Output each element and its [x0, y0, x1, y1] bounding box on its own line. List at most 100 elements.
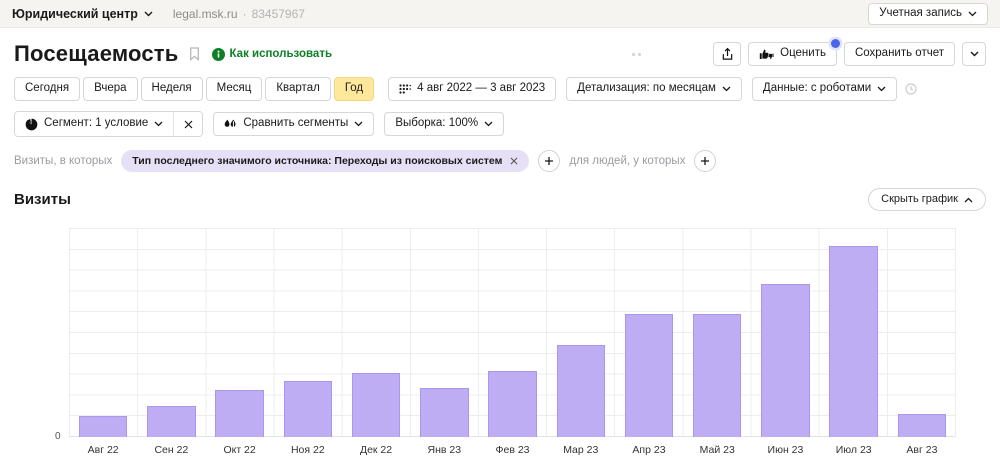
counter-id: 83457967: [252, 7, 305, 21]
segment-group: Сегмент: 1 условие: [14, 111, 203, 137]
period-button-week[interactable]: Неделя: [141, 77, 203, 101]
add-people-filter-button[interactable]: [694, 150, 716, 172]
info-circle-icon: [212, 48, 225, 61]
compare-segments-button[interactable]: Сравнить сегменты: [213, 112, 374, 136]
notification-dot: [831, 39, 840, 48]
chart-bar-slot: [888, 228, 956, 437]
segment-pie-icon: [25, 118, 38, 131]
drag-dots-icon: [632, 53, 641, 56]
chart-bar-5[interactable]: [420, 388, 468, 437]
chart-bar-slot: [69, 228, 137, 437]
chart-bar-slot: [820, 228, 888, 437]
segment-button-label: Сегмент: 1 условие: [44, 118, 148, 130]
chevron-down-icon: [354, 121, 363, 127]
y-axis-zero-label: 0: [55, 431, 61, 442]
chart-bar-6[interactable]: [488, 371, 536, 437]
data-robots-button[interactable]: Данные: с роботами: [752, 77, 897, 101]
chart-bar-3[interactable]: [284, 381, 332, 437]
share-button[interactable]: [713, 42, 741, 66]
period-button-yesterday[interactable]: Вчера: [83, 77, 137, 101]
chart-bars: [69, 228, 956, 437]
source-filter-chip-label: Тип последнего значимого источника: Пере…: [132, 155, 502, 167]
chart-bar-12[interactable]: [898, 414, 946, 437]
share-icon: [721, 47, 734, 61]
drops-icon: [224, 119, 237, 130]
x-tick-label: Авг 22: [69, 444, 137, 456]
detail-button-label: Детализация: по месяцам: [577, 83, 716, 95]
chart-bar-2[interactable]: [215, 390, 263, 437]
filter-row: Визиты, в которых Тип последнего значимо…: [14, 150, 986, 172]
rate-button[interactable]: Оценить: [748, 42, 837, 66]
account-button[interactable]: Учетная запись: [868, 3, 988, 25]
save-report-dropdown-button[interactable]: [962, 42, 986, 66]
counter-selector[interactable]: Юридический центр: [12, 7, 153, 21]
chevron-down-icon: [484, 121, 493, 127]
rate-button-label: Оценить: [780, 48, 826, 60]
chart-bar-slot: [478, 228, 546, 437]
chart-bar-4[interactable]: [352, 373, 400, 437]
plus-icon: [700, 156, 710, 166]
page-title: Посещаемость: [14, 41, 179, 67]
chart-bar-slot: [683, 228, 751, 437]
period-button-month[interactable]: Месяц: [206, 77, 263, 101]
sampling-button[interactable]: Выборка: 100%: [384, 112, 504, 136]
chevron-down-icon: [970, 51, 979, 57]
chevron-down-icon: [877, 86, 886, 92]
chart-bar-slot: [137, 228, 205, 437]
chart-bar-slot: [751, 228, 819, 437]
detail-button[interactable]: Детализация: по месяцам: [566, 77, 742, 101]
period-toolbar: СегодняВчераНеделяМесяцКварталГод 4 авг …: [14, 77, 986, 101]
chart-bar-1[interactable]: [147, 406, 195, 437]
chevron-up-icon: [964, 197, 973, 203]
chart-bar-slot: [274, 228, 342, 437]
chart-bar-8[interactable]: [625, 314, 673, 437]
chevron-down-icon: [144, 11, 153, 17]
x-tick-label: Окт 22: [205, 444, 273, 456]
data-robots-label: Данные: с роботами: [763, 83, 871, 95]
source-filter-chip[interactable]: Тип последнего значимого источника: Пере…: [121, 150, 529, 172]
chart-bar-slot: [410, 228, 478, 437]
how-to-use-label: Как использовать: [230, 48, 333, 60]
hide-chart-button[interactable]: Скрыть график: [868, 188, 986, 211]
chart-bar-slot: [342, 228, 410, 437]
x-tick-label: Авг 23: [888, 444, 956, 456]
chart-bar-0[interactable]: [79, 416, 127, 437]
how-to-use-link[interactable]: Как использовать: [212, 48, 333, 61]
x-tick-label: Апр 23: [615, 444, 683, 456]
date-range-label: 4 авг 2022 — 3 авг 2023: [417, 83, 545, 95]
chart-bar-10[interactable]: [761, 284, 809, 437]
bookmark-icon[interactable]: [189, 47, 200, 61]
x-tick-label: Сен 22: [137, 444, 205, 456]
period-button-quarter[interactable]: Квартал: [265, 77, 330, 101]
chart-bar-9[interactable]: [693, 314, 741, 437]
separator-dot: ·: [243, 7, 247, 21]
save-report-label: Сохранить отчет: [855, 48, 944, 60]
compare-segments-label: Сравнить сегменты: [243, 118, 348, 130]
chart-title: Визиты: [14, 191, 71, 208]
date-range-button[interactable]: 4 авг 2022 — 3 авг 2023: [388, 77, 556, 101]
people-filter-label: для людей, у которых: [569, 155, 685, 167]
thumbs-icon: [759, 48, 774, 60]
period-button-year[interactable]: Год: [334, 77, 374, 101]
chart-bar-slot: [615, 228, 683, 437]
segment-clear-button[interactable]: [174, 112, 202, 136]
account-button-label: Учетная запись: [879, 8, 962, 20]
sampling-label: Выборка: 100%: [395, 118, 478, 130]
clock-info-icon[interactable]: [905, 83, 917, 95]
x-tick-label: Дек 22: [342, 444, 410, 456]
chart-bar-11[interactable]: [829, 246, 877, 437]
report-actions: Оценить Сохранить отчет: [713, 42, 986, 66]
period-button-today[interactable]: Сегодня: [14, 77, 80, 101]
add-visit-filter-button[interactable]: [538, 150, 560, 172]
chart-x-labels: Авг 22Сен 22Окт 22Ноя 22Дек 22Янв 23Фев …: [69, 444, 956, 456]
close-icon[interactable]: [510, 157, 518, 165]
chevron-down-icon: [968, 11, 977, 17]
plus-icon: [544, 156, 554, 166]
chart-bar-7[interactable]: [557, 345, 605, 437]
x-tick-label: Фев 23: [478, 444, 546, 456]
title-row: Посещаемость Как использовать: [14, 37, 986, 71]
save-report-button[interactable]: Сохранить отчет: [844, 42, 955, 66]
chevron-down-icon: [154, 121, 163, 127]
segment-button[interactable]: Сегмент: 1 условие: [15, 112, 173, 136]
site-domain: legal.msk.ru: [173, 7, 238, 21]
